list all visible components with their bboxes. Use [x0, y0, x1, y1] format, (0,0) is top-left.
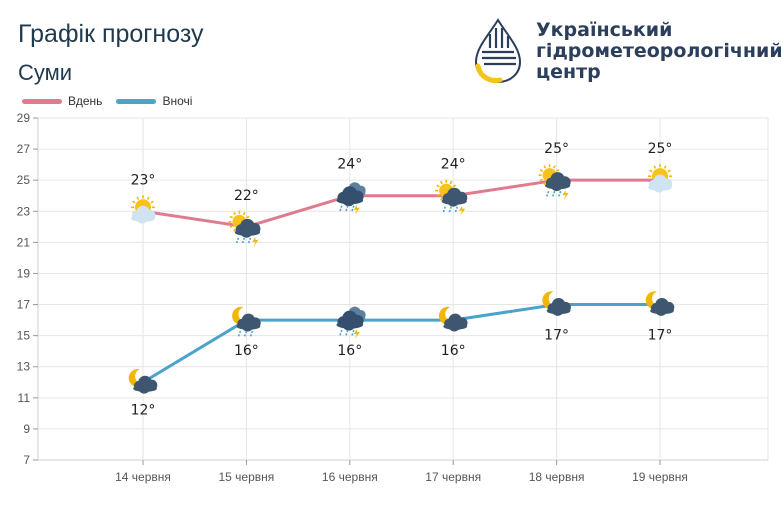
data-label-day: 25°: [648, 141, 673, 157]
logo-text: Український гідрометеорологічний центр: [536, 19, 781, 83]
partly-cloudy-day-icon: [648, 164, 673, 193]
y-tick-label: 15: [17, 329, 31, 343]
data-label-night: 17°: [544, 328, 569, 344]
rain-thunder-cloud-icon: [336, 182, 366, 215]
data-label-night: 16°: [234, 343, 259, 359]
legend-swatch-day: [22, 98, 62, 104]
series-line-day: [142, 178, 660, 229]
data-label-night: 12°: [131, 402, 156, 418]
rain-night-icon: [232, 306, 261, 338]
data-label-day: 24°: [337, 157, 362, 173]
x-tick-label: 14 червня: [115, 470, 171, 484]
x-tick-label: 16 червня: [322, 470, 378, 484]
y-tick-label: 19: [17, 266, 31, 280]
data-label-day: 22°: [234, 188, 259, 204]
x-tick-label: 17 червня: [425, 470, 481, 484]
legend-item-day[interactable]: Вдень: [22, 94, 102, 108]
y-tick-label: 21: [17, 235, 31, 249]
rain-thunder-day-icon: [435, 179, 468, 216]
rain-thunder-day-icon: [538, 164, 571, 201]
y-tick-label: 7: [23, 453, 30, 467]
data-label-night: 16°: [441, 343, 466, 359]
rain-thunder-day-icon: [228, 210, 261, 247]
y-tick-label: 11: [18, 391, 31, 405]
x-tick-label: 15 червня: [219, 470, 275, 484]
y-tick-label: 29: [17, 111, 31, 125]
legend-label-day: Вдень: [68, 94, 103, 108]
y-tick-label: 23: [17, 204, 31, 218]
series-line-night: [142, 303, 660, 384]
x-tick-label: 19 червня: [632, 470, 688, 484]
partly-cloudy-day-icon: [131, 195, 156, 224]
y-tick-label: 27: [17, 142, 31, 156]
rain-thunder-cloud-icon: [336, 306, 366, 340]
city-name: Суми: [18, 60, 73, 85]
cloudy-night-icon: [438, 306, 468, 332]
data-label-night: 16°: [337, 343, 362, 359]
y-tick-label: 17: [17, 298, 31, 312]
legend: Вдень Вночі: [22, 94, 206, 108]
ukrhydromet-logo: Український гідрометеорологічний центр: [470, 18, 781, 88]
legend-label-night: Вночі: [162, 94, 193, 108]
legend-item-night[interactable]: Вночі: [116, 94, 192, 108]
logo-drop-icon: [474, 18, 522, 84]
cloudy-night-icon: [128, 368, 158, 394]
data-label-night: 17°: [648, 328, 673, 344]
cloudy-night-icon: [542, 291, 571, 316]
data-label-day: 23°: [131, 172, 156, 188]
legend-swatch-night: [116, 98, 157, 104]
data-label-day: 25°: [544, 141, 569, 157]
page-title: Графік прогнозу: [18, 20, 204, 48]
cloudy-night-icon: [645, 291, 675, 316]
x-tick-label: 18 червня: [529, 470, 585, 484]
y-tick-label: 13: [17, 360, 31, 374]
y-tick-label: 25: [17, 173, 31, 187]
y-tick-label: 9: [23, 422, 30, 436]
data-label-day: 24°: [441, 157, 466, 173]
